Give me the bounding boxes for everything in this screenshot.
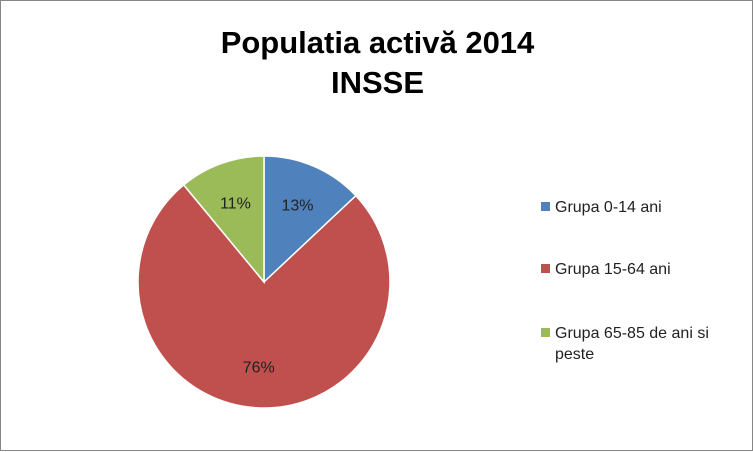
pie-slice-15-64 bbox=[137, 183, 391, 409]
legend-swatch-15-64 bbox=[541, 264, 550, 273]
data-label-0-14: 13% bbox=[282, 198, 314, 215]
chart-title-line-2: INSSE bbox=[330, 65, 425, 100]
legend-swatch-65-85 bbox=[541, 328, 550, 337]
legend-label-15-64: Grupa 15-64 ani bbox=[555, 261, 671, 278]
pie-slice-65-85 bbox=[182, 155, 265, 285]
data-label-65-85: 11% bbox=[220, 196, 251, 213]
legend-label-0-14: Grupa 0-14 ani bbox=[555, 199, 662, 216]
legend-swatch-0-14 bbox=[541, 202, 550, 211]
chart-title-line-1: Populatia activă 2014 bbox=[220, 25, 535, 60]
data-label-15-64: 76% bbox=[243, 359, 275, 376]
pie-slice-0-14 bbox=[263, 155, 357, 284]
legend-label-65-85: Grupa 65-85 de ani si peste bbox=[555, 325, 709, 363]
chart-title: Populatia activă 2014 INSSE bbox=[1, 23, 753, 103]
